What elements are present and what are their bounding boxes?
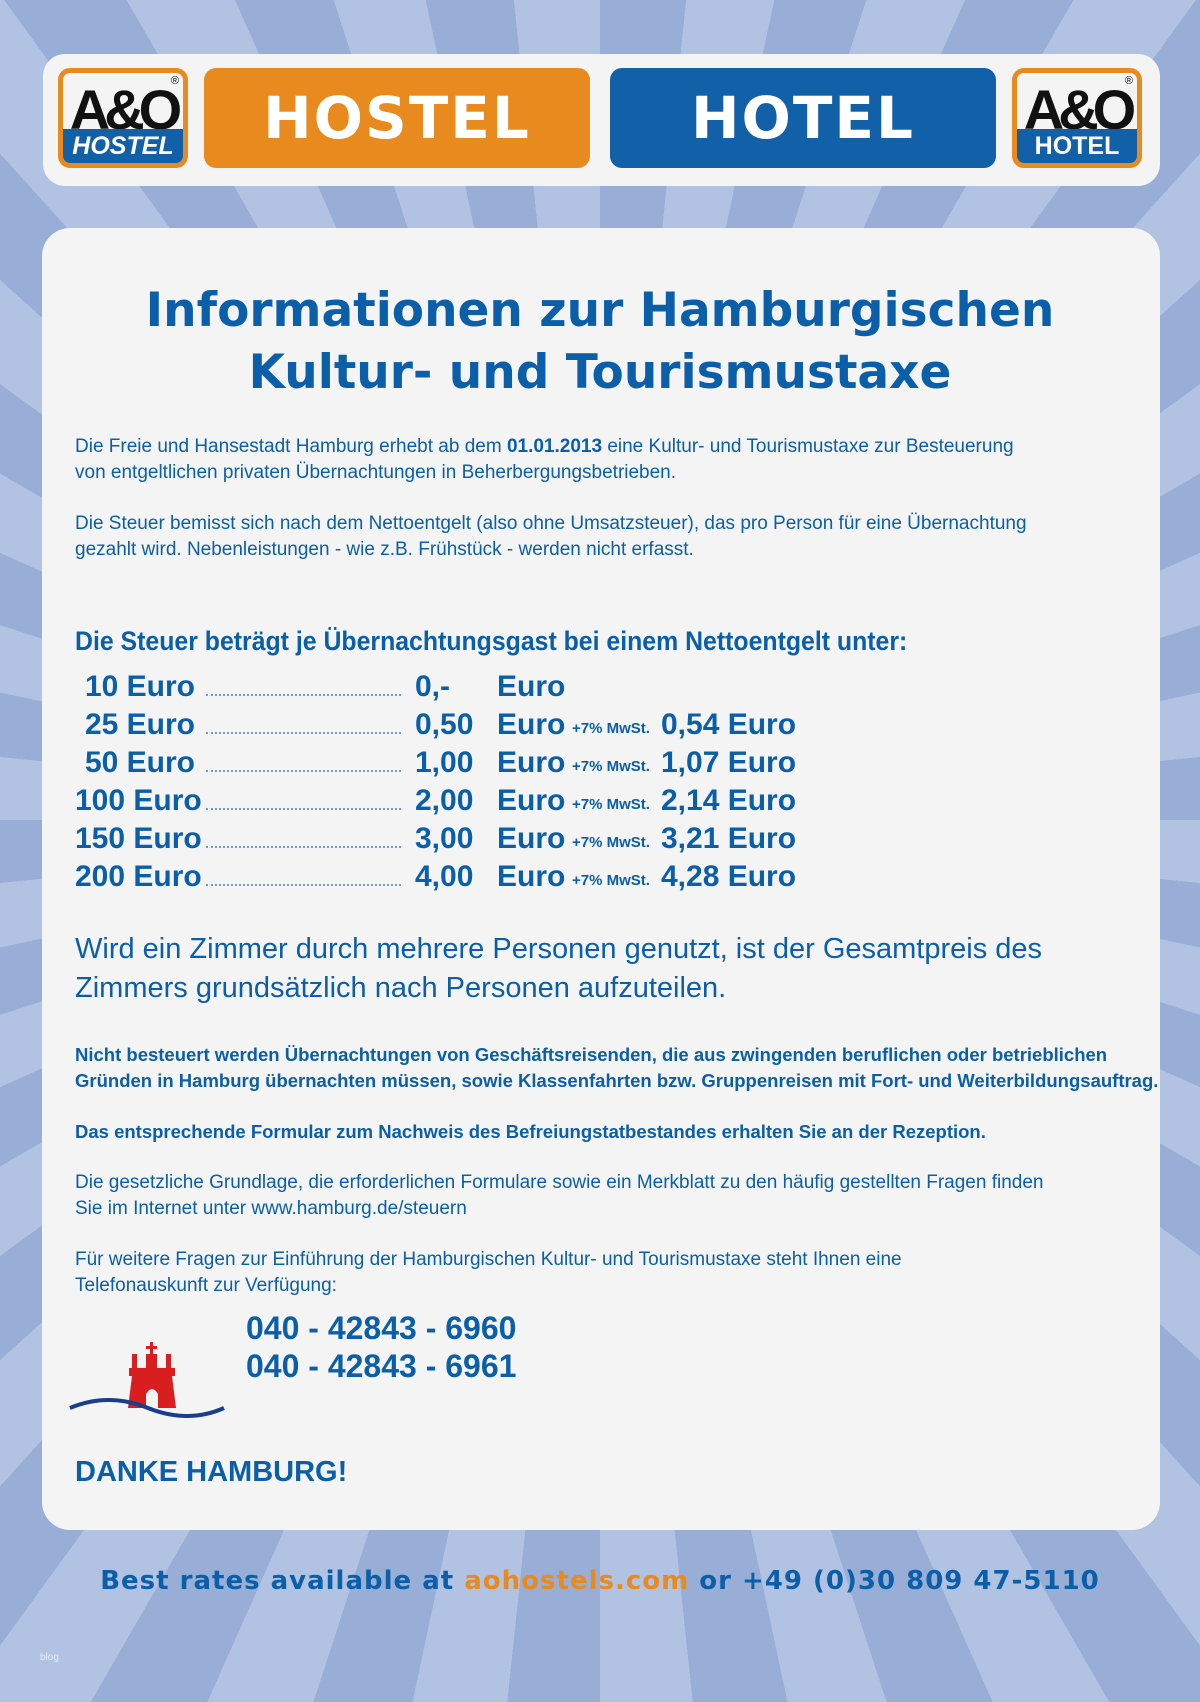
dotted-leader	[206, 694, 401, 696]
net-amount: 100 Euro	[75, 784, 202, 817]
gross-amount: 1,07 Euro	[661, 746, 797, 779]
tax-unit: Euro	[497, 822, 566, 855]
intro-paragraph-1: Die Freie und Hansestadt Hamburg erhebt …	[75, 436, 1014, 483]
net-amount: 25 Euro	[84, 708, 195, 741]
title-line: Informationen zur Hamburgischen	[145, 283, 1055, 338]
tax-unit: Euro	[497, 860, 566, 893]
brand-header: A&O ® HOSTEL HOSTEL HOTEL A&O ® HOTEL	[43, 54, 1160, 186]
dotted-leader	[206, 770, 401, 772]
ao-hotel-logo: A&O ® HOTEL	[1012, 68, 1142, 168]
questions-note: Für weitere Fragen zur Einführung der Ha…	[75, 1249, 902, 1296]
tax-unit: Euro	[497, 746, 566, 779]
phone-number[interactable]: 040 - 42843 - 6960	[246, 1310, 517, 1346]
page-title: Informationen zur Hamburgischen Kultur- …	[0, 280, 1200, 404]
vat-label: +7% MwSt.	[572, 834, 650, 851]
form-note: Das entsprechende Formular zum Nachweis …	[75, 1121, 986, 1142]
ao-hostel-logo: A&O ® HOSTEL	[58, 68, 188, 168]
website-link[interactable]: aohostels.com	[464, 1566, 690, 1596]
tax-unit: Euro	[497, 708, 566, 741]
vat-label: +7% MwSt.	[572, 720, 650, 737]
hamburg-emblem-icon	[69, 1342, 225, 1418]
tax-amount: 1,00	[415, 746, 474, 779]
logo-label: HOSTEL	[63, 129, 183, 163]
tax-amount: 4,00	[415, 860, 474, 893]
dotted-leader	[206, 732, 401, 734]
vat-label: +7% MwSt.	[572, 872, 650, 889]
net-amount: 150 Euro	[75, 822, 202, 855]
legal-note: Die gesetzliche Grundlage, die erforderl…	[75, 1172, 1044, 1219]
net-amount: 200 Euro	[75, 860, 202, 893]
watermark: blog	[40, 1652, 59, 1663]
footer-promo: Best rates available at aohostels.com or…	[100, 1566, 1100, 1596]
phone-number[interactable]: 040 - 42843 - 6961	[246, 1348, 517, 1384]
exemption-note: Nicht besteuert werden Übernachtungen vo…	[75, 1044, 1159, 1091]
gross-amount: 4,28 Euro	[661, 860, 797, 893]
hotel-banner: HOTEL	[610, 68, 996, 168]
net-amount: 50 Euro	[84, 746, 195, 779]
tax-unit: Euro	[497, 670, 566, 703]
hostel-banner: HOSTEL	[204, 68, 590, 168]
vat-label: +7% MwSt.	[572, 796, 650, 813]
tax-heading: Die Steuer beträgt je Übernachtungsgast …	[75, 626, 908, 656]
thanks-text: DANKE HAMBURG!	[75, 1456, 348, 1488]
title-line: Kultur- und Tourismustaxe	[248, 345, 952, 400]
net-amount: 10 Euro	[84, 670, 195, 703]
tax-amount: 0,50	[415, 708, 474, 741]
gross-amount: 3,21 Euro	[661, 822, 797, 855]
vat-label: +7% MwSt.	[572, 758, 650, 775]
gross-amount: 0,54 Euro	[661, 708, 797, 741]
tax-amount: 3,00	[415, 822, 474, 855]
tax-amount: 2,00	[415, 784, 474, 817]
dotted-leader	[206, 884, 401, 886]
start-date: 01.01.2013	[506, 436, 603, 457]
dotted-leader	[206, 808, 401, 810]
logo-label: HOTEL	[1017, 129, 1137, 163]
intro-paragraph-2: Die Steuer bemisst sich nach dem Nettoen…	[75, 513, 1027, 560]
gross-amount: 2,14 Euro	[661, 784, 797, 817]
room-note: Wird ein Zimmer durch mehrere Personen g…	[75, 933, 1043, 1004]
dotted-leader	[206, 846, 401, 848]
tax-unit: Euro	[497, 784, 566, 817]
tax-amount: 0,-	[415, 670, 451, 703]
info-card	[42, 228, 1160, 1530]
